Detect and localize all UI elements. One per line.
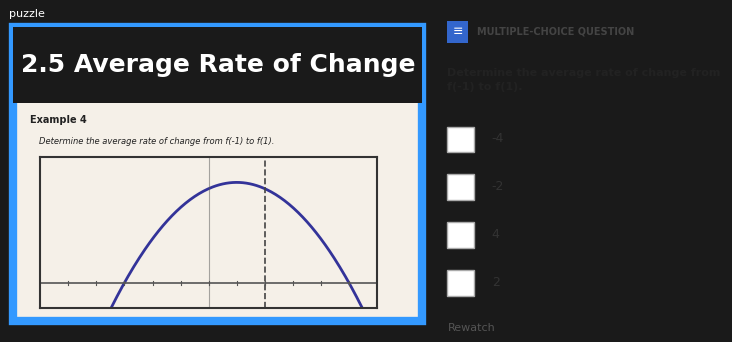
Text: 2.5 Average Rate of Change: 2.5 Average Rate of Change — [21, 53, 416, 77]
Text: Determine the average rate of change from
f(-1) to f(1).: Determine the average rate of change fro… — [447, 68, 721, 92]
Text: 4: 4 — [492, 228, 500, 241]
FancyBboxPatch shape — [447, 174, 474, 200]
FancyBboxPatch shape — [447, 222, 474, 248]
Text: -2: -2 — [492, 180, 504, 193]
FancyBboxPatch shape — [447, 270, 474, 296]
FancyBboxPatch shape — [447, 127, 474, 152]
Text: Rewatch: Rewatch — [447, 323, 495, 333]
Text: Example 4: Example 4 — [31, 115, 87, 125]
Text: Determine the average rate of change from f(-1) to f(1).: Determine the average rate of change fro… — [40, 137, 274, 146]
FancyBboxPatch shape — [13, 27, 422, 321]
Text: -4: -4 — [492, 132, 504, 145]
FancyBboxPatch shape — [447, 21, 468, 43]
Bar — [13, 27, 422, 103]
Text: 2: 2 — [492, 276, 500, 289]
Text: puzzle: puzzle — [9, 9, 45, 19]
Text: ≡: ≡ — [452, 25, 463, 38]
Text: MULTIPLE-CHOICE QUESTION: MULTIPLE-CHOICE QUESTION — [477, 26, 635, 37]
